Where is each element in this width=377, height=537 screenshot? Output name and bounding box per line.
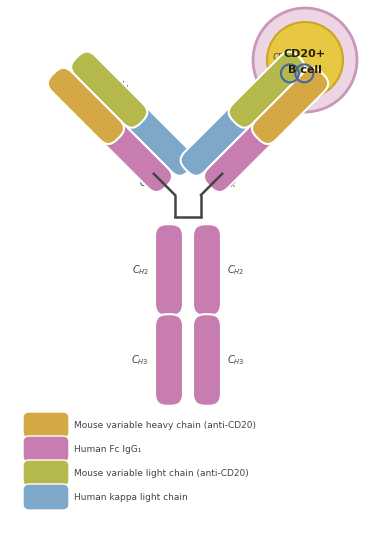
Text: $C_{H3}$: $C_{H3}$ bbox=[227, 353, 245, 367]
Text: CD20+: CD20+ bbox=[284, 49, 326, 59]
FancyBboxPatch shape bbox=[119, 100, 195, 176]
FancyBboxPatch shape bbox=[155, 314, 183, 406]
FancyBboxPatch shape bbox=[96, 116, 172, 192]
Text: Mouse variable heavy chain (anti-CD20): Mouse variable heavy chain (anti-CD20) bbox=[74, 420, 256, 430]
Text: $C_{H1}$: $C_{H1}$ bbox=[152, 176, 170, 190]
FancyBboxPatch shape bbox=[181, 100, 257, 176]
Text: Mouse variable light chain (anti-CD20): Mouse variable light chain (anti-CD20) bbox=[74, 468, 249, 477]
FancyBboxPatch shape bbox=[252, 68, 328, 144]
Text: $V_L$: $V_L$ bbox=[62, 88, 74, 101]
FancyBboxPatch shape bbox=[23, 460, 69, 486]
Circle shape bbox=[267, 22, 343, 98]
Circle shape bbox=[253, 8, 357, 112]
Text: B cell: B cell bbox=[288, 65, 322, 75]
FancyBboxPatch shape bbox=[204, 116, 280, 192]
Text: $V_L$: $V_L$ bbox=[302, 88, 314, 101]
FancyBboxPatch shape bbox=[193, 314, 221, 406]
FancyBboxPatch shape bbox=[229, 52, 305, 128]
Text: $C_K$: $C_K$ bbox=[224, 176, 238, 190]
Text: $C_K$: $C_K$ bbox=[139, 176, 152, 190]
FancyBboxPatch shape bbox=[23, 412, 69, 438]
FancyBboxPatch shape bbox=[48, 68, 124, 144]
Text: Human kappa light chain: Human kappa light chain bbox=[74, 492, 188, 502]
FancyBboxPatch shape bbox=[71, 52, 147, 128]
Text: $V_H$: $V_H$ bbox=[116, 79, 129, 93]
Text: $C_{H2}$: $C_{H2}$ bbox=[132, 263, 149, 277]
Text: $V_H$: $V_H$ bbox=[275, 69, 289, 83]
Text: CD20: CD20 bbox=[272, 53, 297, 62]
FancyBboxPatch shape bbox=[23, 484, 69, 510]
Text: $C_{H1}$: $C_{H1}$ bbox=[207, 176, 224, 190]
FancyBboxPatch shape bbox=[23, 436, 69, 462]
Text: Human Fc IgG₁: Human Fc IgG₁ bbox=[74, 445, 141, 454]
Text: $C_{H2}$: $C_{H2}$ bbox=[227, 263, 245, 277]
FancyBboxPatch shape bbox=[155, 224, 183, 316]
FancyBboxPatch shape bbox=[193, 224, 221, 316]
Text: $C_{H3}$: $C_{H3}$ bbox=[131, 353, 149, 367]
